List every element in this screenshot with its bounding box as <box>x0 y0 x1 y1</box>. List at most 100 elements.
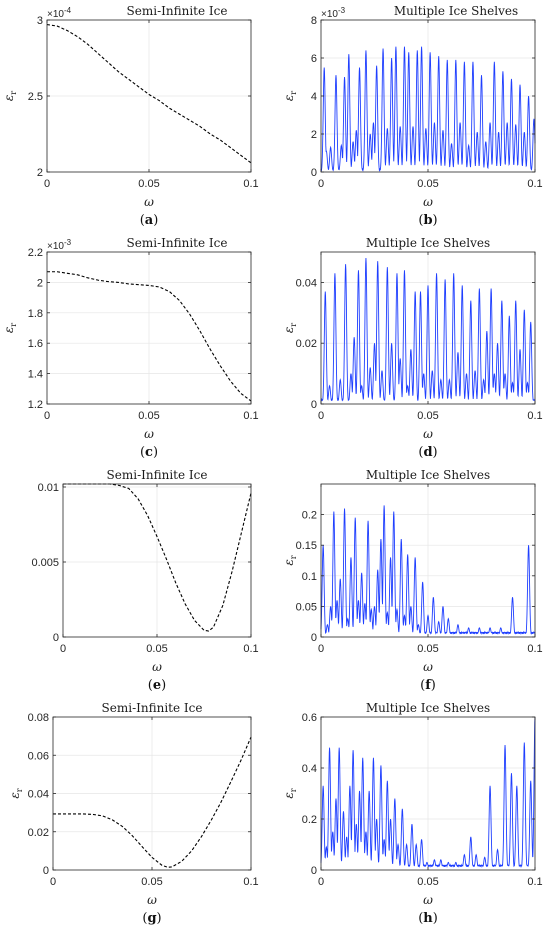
chart-title: Multiple Ice Shelves <box>394 4 518 18</box>
x-axis-label: ω <box>152 660 162 674</box>
y-axis-label: εr <box>2 323 18 333</box>
y-tick-label: 0.04 <box>296 277 317 289</box>
y-tick-label: 2.2 <box>28 247 43 259</box>
x-tick-label: 0.1 <box>243 643 258 655</box>
y-tick-label: 0.01 <box>38 482 59 494</box>
panel-caption: (b) <box>418 213 437 228</box>
chart-title: Semi-Infinite Ice <box>127 4 228 18</box>
y-exponent-label: ×10-4 <box>47 6 72 20</box>
y-axis-label: εr <box>282 323 298 333</box>
panel-caption: (d) <box>418 445 437 460</box>
y-axis-label: εr <box>8 788 24 798</box>
y-tick-label: 2 <box>311 129 317 141</box>
x-axis-label: ω <box>144 427 154 441</box>
y-tick-label: 4 <box>311 91 317 103</box>
panel-f: 0 0.05 0.1 0 0.05 0.1 0.15 0.2 Multiple Ice Shel… <box>282 468 543 693</box>
panel-c: 0 0.05 0.1 1.2 1.4 1.6 1.8 2 2.2 ×10-3 Semi-Infini… <box>2 236 259 460</box>
y-tick-label: 0 <box>43 865 49 877</box>
y-tick-label: 0.2 <box>302 510 317 522</box>
panel-caption: (e) <box>148 678 166 693</box>
y-tick-label: 6 <box>311 53 317 65</box>
series-line <box>320 716 536 868</box>
panel-a: 0 0.05 0.1 2 2.5 3 ×10-4 Semi-Infinite Ice ω εr (a… <box>2 4 259 228</box>
x-tick-label: 0 <box>44 178 50 190</box>
y-tick-label: 0.04 <box>28 789 49 801</box>
series-line <box>46 24 252 164</box>
panel-caption: (g) <box>142 911 161 926</box>
y-tick-label: 0.02 <box>296 338 317 350</box>
x-tick-label: 0.05 <box>417 643 438 655</box>
panel-caption: (f) <box>420 678 436 693</box>
panel-caption: (a) <box>140 213 159 228</box>
series-line <box>320 505 536 636</box>
y-tick-label: 0 <box>311 632 317 644</box>
x-tick-label: 0.1 <box>527 876 542 888</box>
y-tick-label: 2 <box>37 167 43 179</box>
x-tick-label: 0 <box>318 178 324 190</box>
y-tick-label: 0.08 <box>28 712 49 724</box>
x-axis-label: ω <box>147 893 157 907</box>
chart-title: Multiple Ice Shelves <box>366 701 490 715</box>
y-axis-label: εr <box>282 788 298 798</box>
y-axis-label: εr <box>282 91 298 101</box>
y-tick-label: 0.005 <box>31 557 59 569</box>
y-tick-label: 0.2 <box>302 814 317 826</box>
chart-title: Semi-Infinite Ice <box>107 468 208 482</box>
y-axis-label: εr <box>2 91 18 101</box>
x-tick-label: 0.1 <box>243 876 258 888</box>
y-exponent-label: ×10-3 <box>47 238 72 252</box>
x-tick-label: 0.05 <box>138 410 159 422</box>
chart-title: Multiple Ice Shelves <box>366 236 490 250</box>
panel-b: 0 0.05 0.1 0 2 4 6 8 ×10-3 Multiple Ice Shelves ω ε… <box>282 4 543 228</box>
x-axis-label: ω <box>423 893 433 907</box>
y-tick-label: 0 <box>311 167 317 179</box>
y-tick-label: 0.15 <box>296 540 317 552</box>
y-tick-label: 0 <box>311 399 317 411</box>
chart-title: Multiple Ice Shelves <box>366 468 490 482</box>
y-exponent-label: ×10-3 <box>321 6 346 20</box>
y-tick-label: 1.2 <box>28 399 43 411</box>
x-axis-label: ω <box>144 195 154 209</box>
panel-d: 0 0.05 0.1 0 0.02 0.04 Multiple Ice Shelves ω εr… <box>282 236 543 460</box>
chart-title: Semi-Infinite Ice <box>127 236 228 250</box>
x-axis-label: ω <box>423 660 433 674</box>
x-tick-label: 0 <box>318 410 324 422</box>
series-line <box>320 258 536 402</box>
x-tick-label: 0.1 <box>527 410 542 422</box>
x-tick-label: 0.1 <box>527 643 542 655</box>
y-tick-label: 2.5 <box>28 91 43 103</box>
x-axis-label: ω <box>423 195 433 209</box>
chart-title: Semi-Infinite Ice <box>102 701 203 715</box>
x-tick-label: 0.05 <box>141 876 162 888</box>
x-tick-label: 0.1 <box>243 410 258 422</box>
x-tick-label: 0.1 <box>243 178 258 190</box>
x-tick-label: 0 <box>44 410 50 422</box>
y-tick-label: 1.6 <box>28 338 43 350</box>
y-tick-label: 0.1 <box>302 571 317 583</box>
panel-g: 0 0.05 0.1 0 0.02 0.04 0.06 0.08 Semi-Infinite I… <box>8 701 259 926</box>
x-tick-label: 0.05 <box>138 178 159 190</box>
y-tick-label: 2 <box>37 277 43 289</box>
y-tick-label: 0.05 <box>296 601 317 613</box>
panel-e: 0 0.05 0.1 0 0.005 0.01 Semi-Infinite Ice ω (e) <box>31 468 258 693</box>
panel-caption: (h) <box>418 911 438 926</box>
x-tick-label: 0.1 <box>527 178 542 190</box>
y-tick-label: 0 <box>311 865 317 877</box>
series-line <box>320 46 536 172</box>
y-tick-label: 0.6 <box>302 712 317 724</box>
y-tick-label: 0.06 <box>28 750 49 762</box>
y-tick-label: 0.02 <box>28 827 49 839</box>
x-tick-label: 0 <box>50 876 56 888</box>
y-tick-label: 3 <box>37 15 43 27</box>
x-axis-label: ω <box>423 427 433 441</box>
x-tick-label: 0.05 <box>417 178 438 190</box>
x-tick-label: 0 <box>318 876 324 888</box>
x-tick-label: 0 <box>318 643 324 655</box>
y-tick-label: 1.8 <box>28 308 43 320</box>
panel-caption: (c) <box>140 445 158 460</box>
y-axis-label: εr <box>282 555 298 565</box>
y-tick-label: 8 <box>311 15 317 27</box>
y-tick-label: 0 <box>53 632 59 644</box>
x-tick-label: 0 <box>60 643 66 655</box>
y-tick-label: 1.4 <box>28 369 43 381</box>
